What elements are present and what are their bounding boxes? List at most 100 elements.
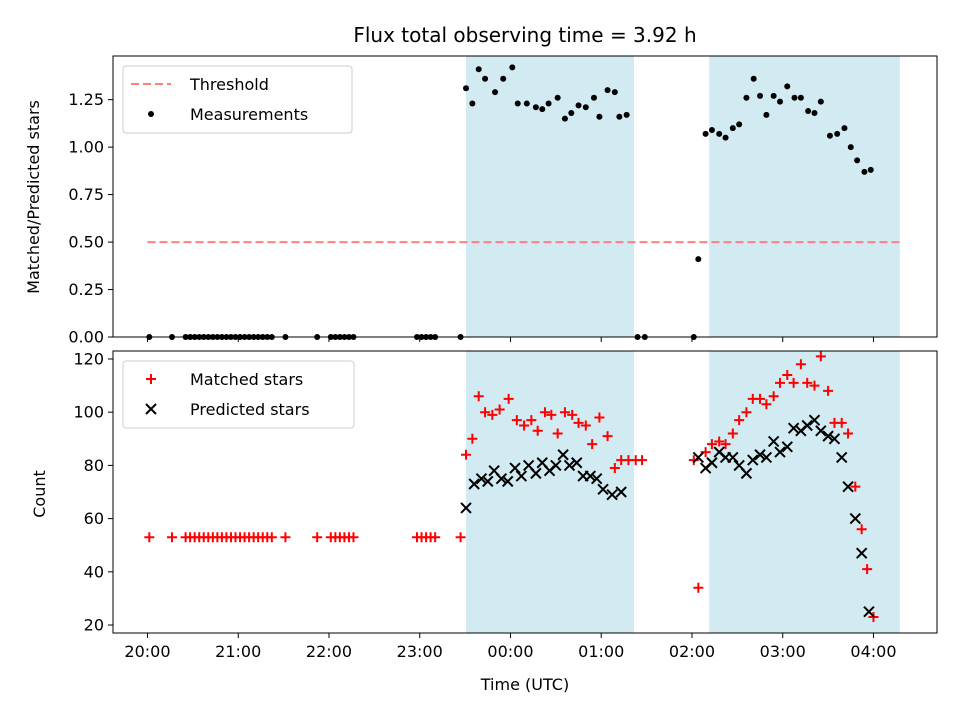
bottom-legend-swatch	[146, 374, 156, 384]
bottom-series-2-point	[606, 488, 618, 501]
bottom-series-1-point	[706, 439, 717, 450]
bottom-legend-label: Matched stars	[190, 370, 303, 389]
top-series-1-point	[514, 100, 521, 107]
bottom-y-tick-label: 60	[84, 509, 104, 528]
x-tick-label: 21:00	[215, 642, 261, 661]
top-series-1-point	[708, 127, 715, 134]
bottom-series-1-point	[602, 431, 613, 442]
top-series-1-point	[722, 134, 729, 141]
bottom-series-1-point	[559, 407, 570, 418]
bottom-series-1-point	[166, 532, 177, 543]
bottom-series-2-point	[842, 480, 854, 493]
top-series-1-point	[854, 157, 861, 164]
bottom-series-1-point	[461, 449, 472, 460]
bottom-series-1-point	[526, 415, 537, 426]
bottom-series-1-point	[856, 524, 867, 535]
top-series-1-point	[777, 98, 784, 105]
top-series-1-point	[463, 85, 470, 92]
top-series-1-point	[523, 100, 530, 107]
bottom-series-2-point	[460, 502, 472, 514]
bottom-legend	[122, 360, 355, 429]
bottom-series-1-point	[494, 404, 505, 415]
bottom-series-1-point	[727, 428, 738, 439]
bottom-series-1-point	[775, 377, 786, 388]
top-series-1-point	[532, 104, 539, 111]
bottom-series-1-point	[609, 463, 620, 474]
x-tick-label: 00:00	[487, 642, 533, 661]
bottom-series-2-point	[815, 425, 827, 437]
bottom-series-2-point	[740, 467, 753, 480]
bottom-series-2-point	[828, 433, 841, 445]
bottom-panel: 20 40 60 80 100 120 20:00 21:00 22:00 23:00 00:00 0…	[73, 349, 938, 661]
bottom-series-1-point	[503, 393, 514, 404]
x-tick-label: 04:00	[850, 642, 896, 661]
bottom-series-1-point	[539, 407, 550, 418]
bottom-series-1-point	[755, 393, 766, 404]
bottom-series-1-point	[850, 481, 861, 492]
bottom-series-1-point	[467, 433, 478, 444]
bottom-series-2-point	[822, 430, 834, 442]
bottom-observing-band-2	[709, 351, 900, 633]
bottom-series-1-point	[546, 409, 557, 420]
bottom-series-1-point	[761, 399, 772, 410]
top-series-1-point	[716, 130, 723, 137]
bottom-series-1-point	[455, 532, 466, 543]
top-series-1-point	[770, 92, 777, 99]
top-legend-label: Measurements	[190, 105, 308, 124]
bottom-series-1-point	[519, 420, 530, 431]
top-y-tick-label: 0.25	[68, 280, 104, 299]
bottom-legend-swatch	[145, 403, 157, 415]
bottom-series-1-point	[573, 417, 584, 428]
x-tick-label: 22:00	[306, 642, 352, 661]
bottom-series-2-point	[754, 449, 766, 461]
top-series-1-point	[867, 166, 874, 173]
top-series-1-point	[695, 256, 702, 263]
bottom-series-2-point	[590, 472, 603, 485]
bottom-series-1-point	[312, 532, 323, 543]
bottom-series-1-point	[280, 532, 291, 543]
top-series-1-point	[757, 92, 764, 99]
top-y-tick-label: 1.00	[68, 138, 104, 157]
top-series-1-point	[469, 100, 476, 107]
top-series-1-point	[554, 94, 561, 101]
bottom-series-2-point	[855, 547, 868, 559]
x-tick-label: 23:00	[397, 642, 443, 661]
bottom-series-2-point	[509, 462, 521, 474]
bottom-series-1-point	[580, 420, 591, 431]
bottom-axes-frame	[112, 350, 938, 634]
bottom-series-1-point	[815, 351, 826, 362]
bottom-series-1-point	[567, 409, 578, 420]
x-tick-label: 01:00	[578, 642, 624, 661]
bottom-series-2-point	[468, 478, 480, 490]
bottom-series-1-point	[782, 369, 793, 380]
bottom-series-1-point	[862, 564, 873, 575]
bottom-series-2-point	[615, 486, 627, 498]
bottom-series-1-point	[720, 439, 731, 450]
top-y-axis-label: Matched/Predicted stars	[24, 100, 43, 294]
top-series-1-point	[763, 111, 770, 118]
top-series-1-point	[590, 94, 597, 101]
bottom-series-2-point	[597, 483, 609, 496]
x-tick-label: 02:00	[669, 642, 715, 661]
bottom-y-tick-label: 80	[84, 456, 104, 475]
top-series-1-point	[500, 75, 507, 82]
bottom-y-tick-label: 40	[84, 562, 104, 581]
bottom-series-1-point	[823, 385, 834, 396]
x-axis-label: Time (UTC)	[480, 675, 569, 694]
top-y-tick-label: 1.25	[68, 90, 104, 109]
bottom-series-2-point	[475, 472, 488, 485]
top-panel: 0.00 0.25 0.50 0.75 1.00 1.25 Threshold Measure…	[68, 55, 938, 347]
bottom-series-1-point	[788, 377, 799, 388]
top-legend	[122, 65, 353, 134]
bottom-series-1-point	[693, 582, 704, 593]
bottom-series-1-point	[843, 428, 854, 439]
top-axes-frame	[112, 55, 938, 338]
top-series-1-point	[826, 132, 833, 139]
top-series-1-point	[797, 94, 804, 101]
bottom-series-1-point	[532, 425, 543, 436]
bottom-series-1-point	[473, 391, 484, 402]
bottom-series-2-point	[482, 475, 494, 488]
top-series-1-point	[482, 75, 489, 82]
bottom-series-2-point	[801, 419, 813, 432]
